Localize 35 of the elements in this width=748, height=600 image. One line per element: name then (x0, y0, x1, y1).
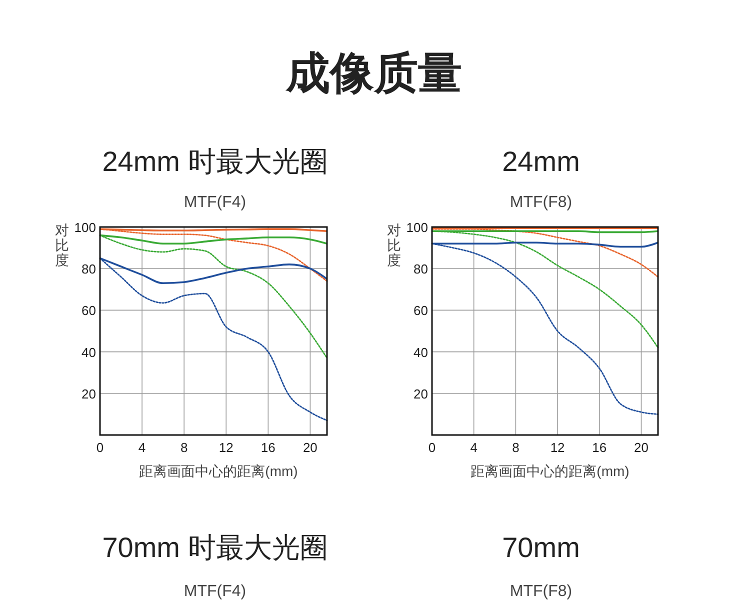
x-tick-label: 0 (428, 440, 436, 455)
text: MTF(F8) (510, 583, 572, 600)
y-axis-title: 对比度 (55, 222, 69, 268)
y-tick-label: 40 (82, 344, 96, 360)
x-axis-title: 距离画面中心的距离(mm) (470, 463, 630, 479)
y-tick-label: 80 (82, 262, 96, 277)
x-tick-label: 8 (512, 440, 520, 455)
x-tick-label: 4 (470, 440, 478, 455)
x-axis-title: 距离画面中心的距离(mm) (139, 463, 298, 479)
x-tick-label: 8 (180, 440, 188, 455)
text: 成像质量 (285, 49, 462, 98)
text: 70mm 时最大光圈 (102, 532, 328, 563)
x-tick-label: 16 (592, 440, 607, 455)
text: 70mm (502, 532, 580, 563)
x-tick-label: 20 (634, 440, 648, 455)
y-axis-title: 对比度 (387, 222, 401, 268)
x-tick-label: 16 (260, 440, 276, 455)
y-tick-label: 40 (414, 344, 428, 360)
y-tick-label: 80 (414, 262, 428, 277)
y-tick-label: 20 (82, 386, 96, 402)
y-tick-label: 100 (74, 220, 96, 235)
y-tick-label: 100 (406, 220, 428, 235)
chart-title: 24mm (502, 146, 580, 177)
y-tick-label: 20 (414, 386, 428, 402)
y-tick-label: 60 (82, 303, 96, 318)
chart-title: 24mm 时最大光圈 (102, 146, 328, 177)
y-tick-label: 60 (414, 303, 428, 318)
x-tick-label: 4 (138, 440, 146, 455)
text: MTF(F4) (184, 583, 246, 600)
x-tick-label: 12 (218, 440, 234, 455)
chart-subtitle: MTF(F8) (510, 194, 572, 211)
chart-subtitle: MTF(F4) (184, 194, 246, 211)
x-tick-label: 0 (96, 440, 104, 455)
x-tick-label: 12 (550, 440, 565, 455)
x-tick-label: 20 (302, 440, 318, 455)
